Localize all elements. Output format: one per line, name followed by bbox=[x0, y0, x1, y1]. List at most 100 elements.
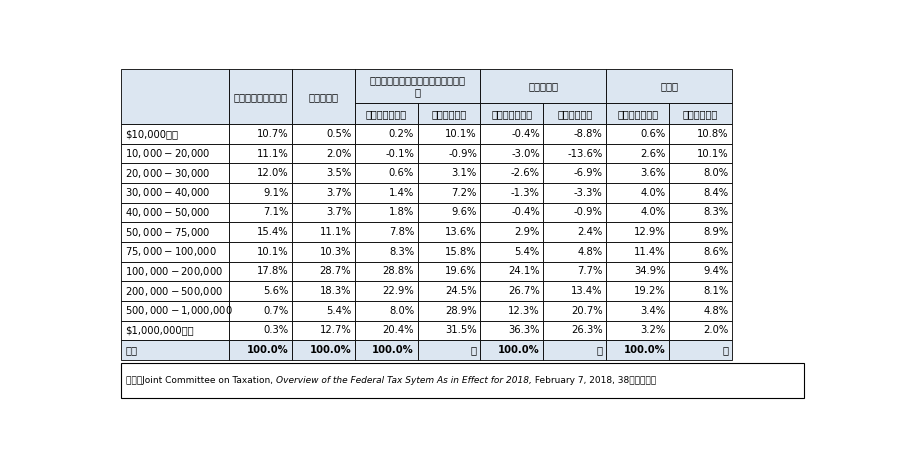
Bar bbox=[481, 321, 544, 340]
Text: 8.0%: 8.0% bbox=[704, 168, 728, 178]
Text: 所得占有率: 所得占有率 bbox=[308, 92, 338, 102]
Bar bbox=[121, 202, 229, 222]
Bar bbox=[292, 144, 355, 163]
Text: 7.1%: 7.1% bbox=[263, 207, 288, 217]
Text: 24.1%: 24.1% bbox=[508, 266, 540, 277]
Bar bbox=[669, 144, 732, 163]
Bar bbox=[292, 340, 355, 360]
Text: 9.6%: 9.6% bbox=[452, 207, 477, 217]
Text: 個人所得税・賃金税・個別消費税合
計: 個人所得税・賃金税・個別消費税合 計 bbox=[370, 75, 465, 97]
Text: 2.0%: 2.0% bbox=[703, 326, 728, 335]
Bar bbox=[481, 103, 544, 124]
Text: 3.7%: 3.7% bbox=[326, 188, 351, 198]
Text: 100.0%: 100.0% bbox=[310, 345, 351, 355]
Text: 8.0%: 8.0% bbox=[389, 306, 414, 316]
Text: 4.8%: 4.8% bbox=[704, 306, 728, 316]
Bar bbox=[481, 281, 544, 301]
Text: 租税負担占有率: 租税負担占有率 bbox=[617, 109, 658, 119]
Bar bbox=[121, 124, 229, 144]
Bar bbox=[481, 183, 544, 202]
Text: 10.1%: 10.1% bbox=[256, 247, 288, 257]
Text: -3.0%: -3.0% bbox=[511, 149, 540, 158]
Bar bbox=[544, 222, 607, 242]
Bar bbox=[229, 281, 292, 301]
Bar bbox=[481, 222, 544, 242]
Text: 17.8%: 17.8% bbox=[256, 266, 288, 277]
Text: -0.9%: -0.9% bbox=[574, 207, 603, 217]
Bar bbox=[418, 202, 481, 222]
Text: 0.3%: 0.3% bbox=[263, 326, 288, 335]
Text: 26.7%: 26.7% bbox=[508, 286, 540, 296]
Bar bbox=[481, 124, 544, 144]
Bar bbox=[481, 202, 544, 222]
Bar bbox=[292, 242, 355, 262]
Text: 10.1%: 10.1% bbox=[697, 149, 728, 158]
Bar bbox=[544, 262, 607, 281]
Bar bbox=[607, 281, 669, 301]
Bar bbox=[544, 281, 607, 301]
Text: 平均実効税率: 平均実効税率 bbox=[557, 109, 592, 119]
Text: 12.7%: 12.7% bbox=[320, 326, 351, 335]
Text: 総計: 総計 bbox=[125, 345, 137, 355]
Text: $500,000-$1,000,000: $500,000-$1,000,000 bbox=[125, 304, 233, 317]
Bar bbox=[355, 103, 418, 124]
Bar bbox=[229, 321, 292, 340]
Text: 2.4%: 2.4% bbox=[578, 227, 603, 237]
Text: －: － bbox=[471, 345, 477, 355]
Text: 8.3%: 8.3% bbox=[704, 207, 728, 217]
Text: 2.6%: 2.6% bbox=[640, 149, 666, 158]
Text: $40,000-$50,000: $40,000-$50,000 bbox=[125, 206, 211, 219]
Text: 13.4%: 13.4% bbox=[572, 286, 603, 296]
Bar bbox=[607, 202, 669, 222]
Bar bbox=[355, 340, 418, 360]
Bar bbox=[607, 183, 669, 202]
Text: 13.6%: 13.6% bbox=[446, 227, 477, 237]
Bar bbox=[481, 163, 544, 183]
Bar bbox=[669, 202, 732, 222]
Bar bbox=[669, 103, 732, 124]
Text: 19.6%: 19.6% bbox=[446, 266, 477, 277]
Text: -1.3%: -1.3% bbox=[511, 188, 540, 198]
Bar bbox=[355, 163, 418, 183]
Bar bbox=[292, 124, 355, 144]
Text: -3.3%: -3.3% bbox=[574, 188, 603, 198]
Bar bbox=[229, 163, 292, 183]
Text: -0.4%: -0.4% bbox=[511, 129, 540, 139]
Text: 11.4%: 11.4% bbox=[634, 247, 666, 257]
Text: 8.9%: 8.9% bbox=[703, 227, 728, 237]
Bar bbox=[669, 340, 732, 360]
Text: 0.7%: 0.7% bbox=[263, 306, 288, 316]
Text: 租税負担占有率: 租税負担占有率 bbox=[365, 109, 407, 119]
Text: 34.9%: 34.9% bbox=[634, 266, 666, 277]
Text: 10.8%: 10.8% bbox=[697, 129, 728, 139]
Bar bbox=[544, 321, 607, 340]
Bar bbox=[292, 222, 355, 242]
Text: 賃金税: 賃金税 bbox=[660, 81, 678, 92]
Bar bbox=[229, 242, 292, 262]
Bar bbox=[355, 70, 481, 103]
Bar bbox=[481, 301, 544, 321]
Bar bbox=[121, 363, 805, 398]
Bar bbox=[121, 70, 229, 124]
Bar bbox=[121, 242, 229, 262]
Bar bbox=[481, 242, 544, 262]
Bar bbox=[607, 242, 669, 262]
Bar bbox=[418, 103, 481, 124]
Text: 10.1%: 10.1% bbox=[446, 129, 477, 139]
Text: 個人所得税: 個人所得税 bbox=[528, 81, 558, 92]
Text: 3.7%: 3.7% bbox=[326, 207, 351, 217]
Text: 2.0%: 2.0% bbox=[326, 149, 351, 158]
Bar bbox=[292, 301, 355, 321]
Text: 1.8%: 1.8% bbox=[389, 207, 414, 217]
Bar bbox=[544, 124, 607, 144]
Bar bbox=[607, 301, 669, 321]
Bar bbox=[607, 321, 669, 340]
Text: 100.0%: 100.0% bbox=[498, 345, 540, 355]
Text: -0.9%: -0.9% bbox=[448, 149, 477, 158]
Bar bbox=[121, 163, 229, 183]
Text: 9.4%: 9.4% bbox=[703, 266, 728, 277]
Text: －: － bbox=[597, 345, 603, 355]
Text: Overview of the Federal Tax Sytem As in Effect for 2018,: Overview of the Federal Tax Sytem As in … bbox=[276, 376, 532, 385]
Bar bbox=[607, 222, 669, 242]
Bar bbox=[418, 183, 481, 202]
